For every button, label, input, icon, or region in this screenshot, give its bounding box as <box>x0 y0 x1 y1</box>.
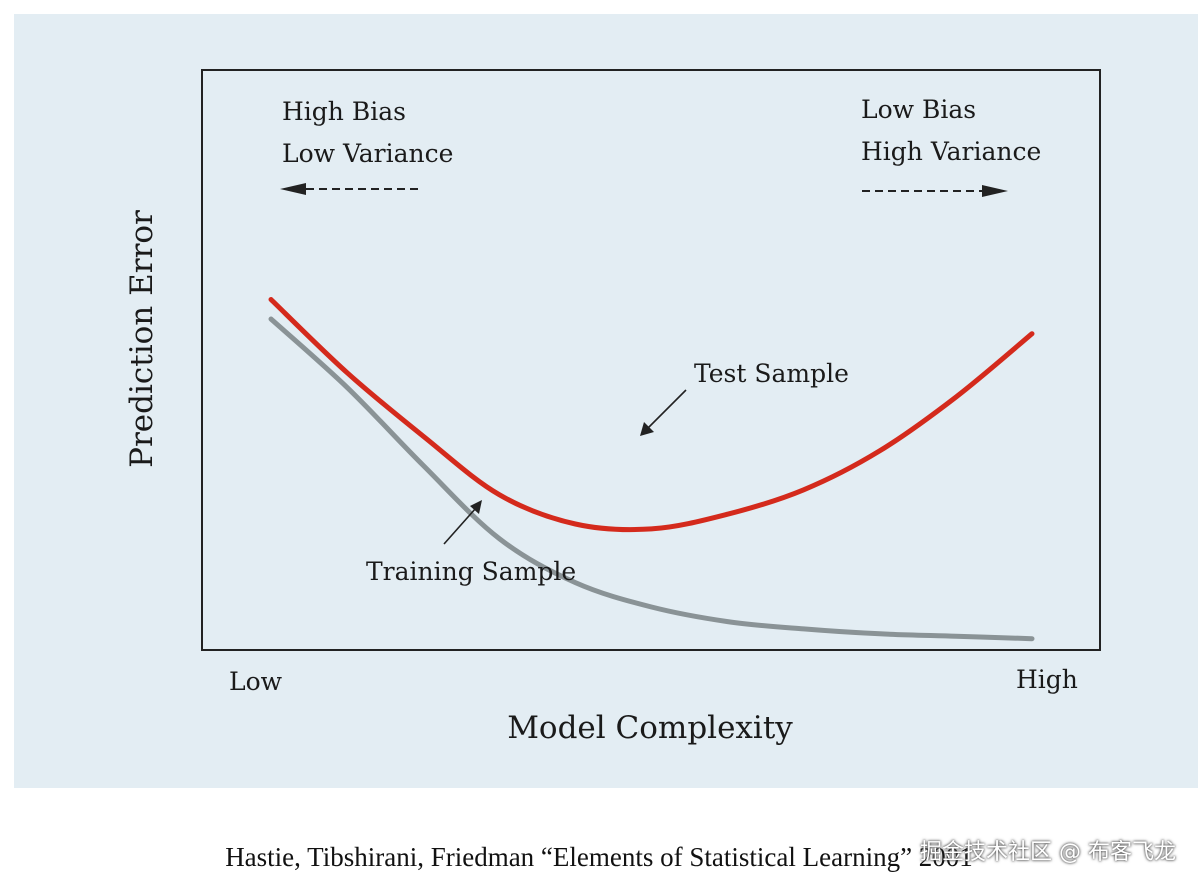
right-arrow-head-icon <box>982 185 1008 197</box>
figure-caption: Hastie, Tibshirani, Friedman “Elements o… <box>225 842 973 872</box>
test-sample-curve <box>268 297 1035 533</box>
test-pointer-arrow-icon <box>640 422 654 436</box>
test-sample-label: Test Sample <box>694 359 849 388</box>
training-sample-curve <box>268 316 1035 642</box>
chart: High Bias Low Variance Low Bias High Var… <box>124 69 1101 746</box>
test-pointer-line <box>647 389 687 429</box>
training-pointer-arrow-icon <box>470 500 482 514</box>
training-sample-label: Training Sample <box>366 557 576 586</box>
annotation-high-bias: High Bias <box>282 97 406 126</box>
series-layer <box>268 297 1035 642</box>
x-axis-title: Model Complexity <box>507 710 793 746</box>
annotation-high-variance: High Variance <box>861 137 1041 166</box>
right-annotation: Low Bias High Variance <box>861 95 1041 197</box>
x-tick-label-low: Low <box>229 667 283 696</box>
left-annotation: High Bias Low Variance <box>280 97 453 195</box>
annotation-low-variance: Low Variance <box>282 139 453 168</box>
watermark: 掘金技术社区 @ 布客飞龙 <box>920 840 1176 865</box>
y-axis-title: Prediction Error <box>124 210 160 468</box>
annotation-low-bias: Low Bias <box>861 95 976 124</box>
test-sample-label-group: Test Sample <box>640 359 849 436</box>
left-arrow-head-icon <box>280 183 306 195</box>
x-tick-label-high: High <box>1016 665 1078 694</box>
training-pointer-line <box>443 507 477 545</box>
figure-panel: High Bias Low Variance Low Bias High Var… <box>14 14 1198 788</box>
training-sample-label-group: Training Sample <box>366 500 576 586</box>
plot-frame <box>201 69 1101 651</box>
